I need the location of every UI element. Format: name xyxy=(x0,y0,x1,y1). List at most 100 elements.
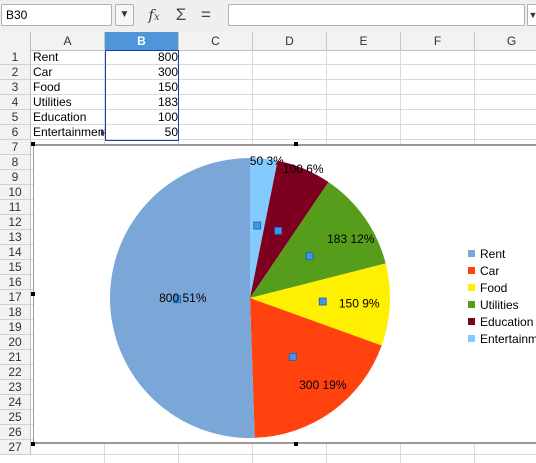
row-header-22[interactable]: 22 xyxy=(0,365,31,380)
chart-resize-handle-bottom-left[interactable] xyxy=(31,442,35,446)
pie-point-marker[interactable] xyxy=(318,297,327,306)
cell-b1[interactable]: 800 xyxy=(157,50,178,64)
pie-slice-entertainment[interactable] xyxy=(250,158,278,298)
row-header-27[interactable]: 27 xyxy=(0,440,31,455)
legend-label: Car xyxy=(480,264,499,278)
cell-a1[interactable]: Rent xyxy=(33,50,59,64)
cell-b2[interactable]: 300 xyxy=(157,65,178,79)
gridline xyxy=(31,124,536,125)
legend-label: Entertainment xyxy=(480,332,536,346)
select-all-corner[interactable] xyxy=(0,32,31,50)
gridline xyxy=(31,94,536,95)
row-header-10[interactable]: 10 xyxy=(0,185,31,200)
chart-resize-handle-middle-left[interactable] xyxy=(31,292,35,296)
pie-chart[interactable]: 50 3% 100 6% 183 12% 150 9% 300 19% 800 51% Re… xyxy=(33,144,536,444)
function-wizard-icon[interactable]: fx xyxy=(148,6,160,24)
gridline xyxy=(31,454,536,455)
gridline xyxy=(31,79,536,80)
chart-resize-handle-bottom-middle[interactable] xyxy=(294,442,298,446)
cell-b4[interactable]: 183 xyxy=(157,95,178,109)
row-header-26[interactable]: 26 xyxy=(0,425,31,440)
row-header-23[interactable]: 23 xyxy=(0,380,31,395)
pie-point-marker[interactable] xyxy=(305,252,314,261)
cell-a2[interactable]: Car xyxy=(33,65,53,79)
pie-data-label: 300 19% xyxy=(299,378,347,392)
row-header-1[interactable]: 1 xyxy=(0,50,31,65)
column-header-c[interactable]: C xyxy=(179,32,253,50)
column-header-a[interactable]: A xyxy=(31,32,105,50)
pie-point-marker[interactable] xyxy=(274,226,283,235)
row-header-24[interactable]: 24 xyxy=(0,395,31,410)
formula-bar: B30 ▼ fx Σ = ▼ xyxy=(0,0,536,33)
text-overflow-indicator xyxy=(101,130,105,136)
row-header-18[interactable]: 18 xyxy=(0,305,31,320)
pie-data-label: 100 6% xyxy=(283,162,324,176)
cell-a3[interactable]: Food xyxy=(33,80,61,94)
row-header-25[interactable]: 25 xyxy=(0,410,31,425)
row-header-3[interactable]: 3 xyxy=(0,80,31,95)
pie-data-label: 50 3% xyxy=(250,154,284,168)
gridline xyxy=(31,64,536,65)
legend-label: Rent xyxy=(480,247,506,261)
cell-a4[interactable]: Utilities xyxy=(33,95,72,109)
column-header-d[interactable]: D xyxy=(253,32,327,50)
formula-equals-icon[interactable]: = xyxy=(201,5,211,24)
legend-label: Utilities xyxy=(480,298,519,312)
row-header-6[interactable]: 6 xyxy=(0,125,31,140)
name-box[interactable]: B30 xyxy=(1,4,112,26)
row-header-15[interactable]: 15 xyxy=(0,260,31,275)
cell-b5[interactable]: 100 xyxy=(157,110,178,124)
legend-swatch xyxy=(468,301,475,308)
row-header-8[interactable]: 8 xyxy=(0,155,31,170)
legend-swatch xyxy=(468,267,475,274)
row-header-12[interactable]: 12 xyxy=(0,215,31,230)
pie-slice-utilities[interactable] xyxy=(250,182,386,298)
pie-data-label: 150 9% xyxy=(339,297,380,311)
chart-resize-handle-top-left[interactable] xyxy=(31,142,35,146)
sum-icon[interactable]: Σ xyxy=(175,5,187,24)
legend-swatch xyxy=(468,250,475,257)
legend-swatch xyxy=(468,284,475,291)
expand-formula-bar-icon[interactable]: ▼ xyxy=(527,4,536,26)
pie-data-label: 800 51% xyxy=(159,291,207,305)
pie-data-label: 183 12% xyxy=(327,232,375,246)
pie-chart-canvas: 50 3%100 6% 183 12% 150 9% 300 19% 800 51% Re… xyxy=(109,154,536,438)
row-header-5[interactable]: 5 xyxy=(0,110,31,125)
row-header-16[interactable]: 16 xyxy=(0,275,31,290)
gridline xyxy=(31,109,536,110)
gridline xyxy=(31,139,536,140)
row-header-17[interactable]: 17 xyxy=(0,290,31,305)
column-header-f[interactable]: F xyxy=(401,32,475,50)
name-box-dropdown-icon[interactable]: ▼ xyxy=(115,4,134,26)
row-header-14[interactable]: 14 xyxy=(0,245,31,260)
pie-slice-rent[interactable] xyxy=(109,158,255,438)
cell-b3[interactable]: 150 xyxy=(157,80,178,94)
pie-slice-car[interactable] xyxy=(250,298,382,438)
row-header-7[interactable]: 7 xyxy=(0,140,31,155)
formula-input[interactable] xyxy=(228,4,525,26)
pie-point-marker[interactable] xyxy=(173,295,182,304)
cell-b6[interactable]: 50 xyxy=(164,125,178,139)
legend-label: Food xyxy=(480,281,507,295)
row-header-2[interactable]: 2 xyxy=(0,65,31,80)
pie-point-marker[interactable] xyxy=(288,352,297,361)
row-header-13[interactable]: 13 xyxy=(0,230,31,245)
row-header-11[interactable]: 11 xyxy=(0,200,31,215)
row-header-19[interactable]: 19 xyxy=(0,320,31,335)
pie-point-marker[interactable] xyxy=(253,221,262,230)
row-header-4[interactable]: 4 xyxy=(0,95,31,110)
cell-a6[interactable]: Entertainment xyxy=(33,125,105,139)
column-header-e[interactable]: E xyxy=(327,32,401,50)
legend-swatch xyxy=(468,318,475,325)
chart-resize-handle-top-middle[interactable] xyxy=(294,142,298,146)
pie-slice-education[interactable] xyxy=(250,160,329,298)
row-header-9[interactable]: 9 xyxy=(0,170,31,185)
cell-a5[interactable]: Education xyxy=(33,110,87,124)
legend-swatch xyxy=(468,335,475,342)
column-header-g[interactable]: G xyxy=(475,32,536,50)
column-header-b[interactable]: B xyxy=(105,32,179,50)
row-header-21[interactable]: 21 xyxy=(0,350,31,365)
row-header-20[interactable]: 20 xyxy=(0,335,31,350)
legend-label: Education xyxy=(480,315,533,329)
